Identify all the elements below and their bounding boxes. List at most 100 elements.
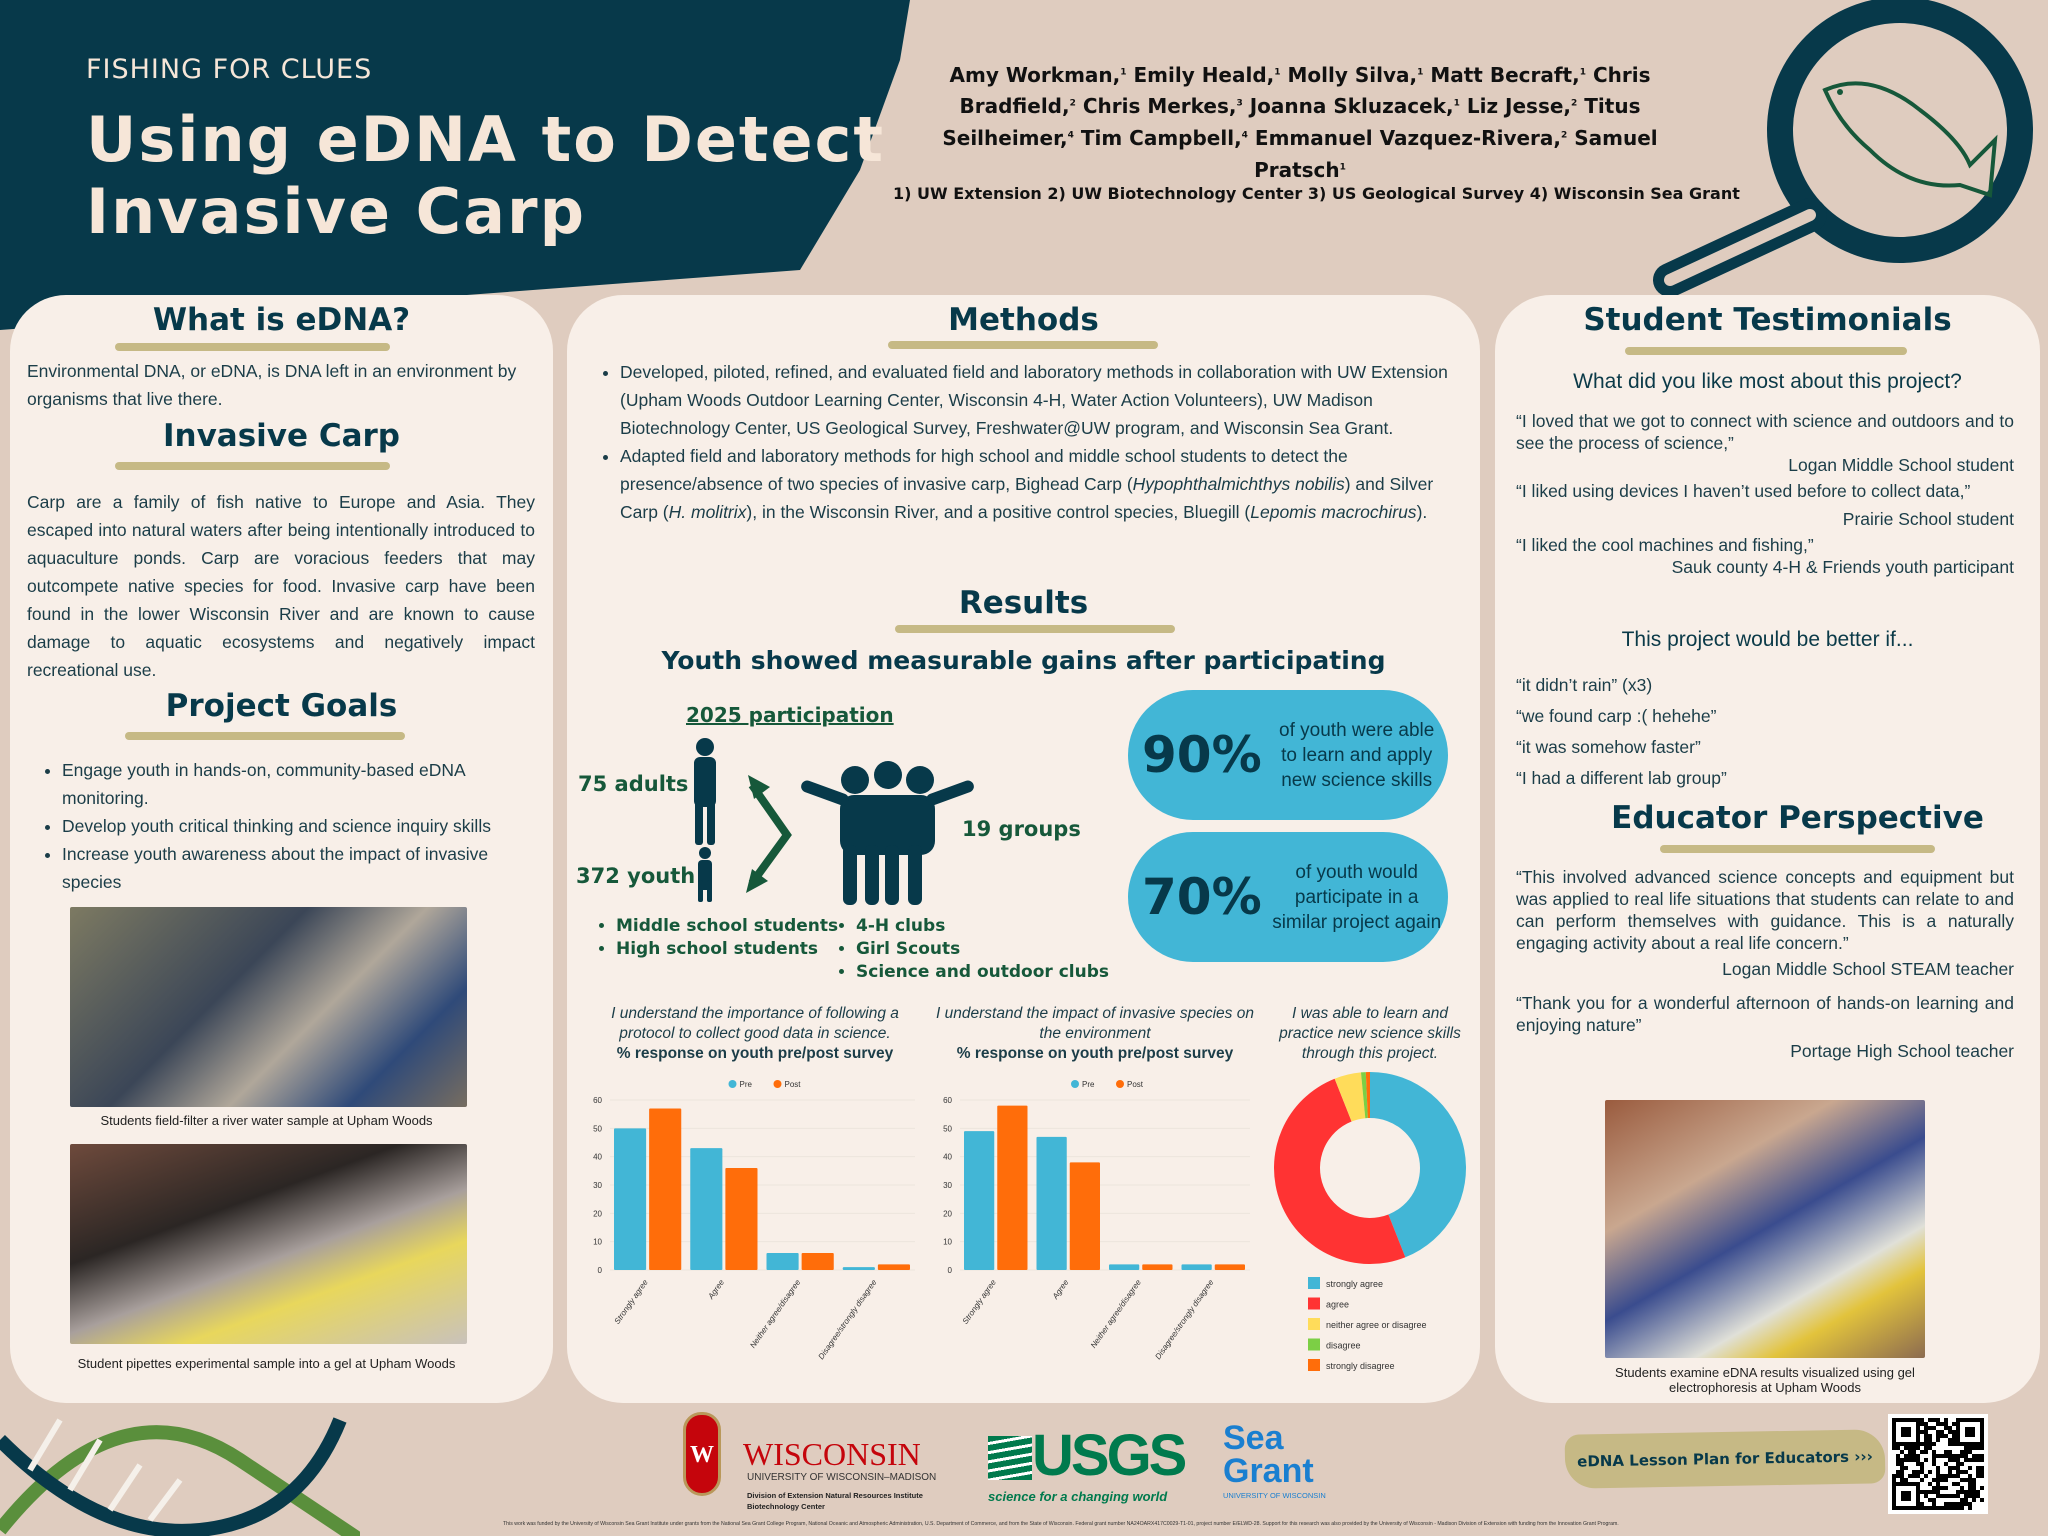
qr-module [1952, 1482, 1956, 1486]
legend-label: disagree [1326, 1341, 1361, 1351]
qr-module [1980, 1454, 1984, 1458]
qr-module [1960, 1506, 1964, 1510]
qr-module [1900, 1462, 1904, 1466]
qr-module [1900, 1458, 1904, 1462]
section-heading-results: Results [958, 585, 1089, 621]
qr-module [1904, 1454, 1908, 1458]
donut-slice [1274, 1078, 1406, 1264]
qr-module [1928, 1446, 1932, 1450]
uw-sub: UNIVERSITY OF WISCONSIN–MADISON [747, 1472, 937, 1483]
photo-caption: Student pipettes experimental sample int… [77, 1356, 456, 1371]
qr-module [1948, 1438, 1952, 1442]
y-tick-label: 60 [593, 1096, 602, 1105]
qr-module [1908, 1458, 1912, 1462]
goal-item: Engage youth in hands-on, community-base… [62, 756, 520, 812]
qr-module [1948, 1454, 1952, 1458]
chart3-title: I was able to learn and practice new sci… [1279, 1005, 1461, 1062]
qr-module [1952, 1506, 1956, 1510]
qr-module [1956, 1454, 1960, 1458]
groups-count: 19 groups [962, 817, 1081, 841]
qr-module [1936, 1506, 1940, 1510]
qr-module [1896, 1462, 1900, 1466]
qr-module [1972, 1478, 1976, 1482]
donut-chart-skills: strongly agree agree neither agree or disa… [1274, 1072, 1466, 1371]
qr-module [1972, 1454, 1976, 1458]
qr-module [1948, 1450, 1952, 1454]
usgs-wordmark: USGS [1032, 1423, 1187, 1488]
chart-subtitle: % response on youth pre/post survey [616, 1045, 894, 1062]
qr-module [1936, 1418, 1940, 1422]
heading-underline [1660, 845, 1935, 853]
y-tick-label: 10 [943, 1238, 952, 1247]
qr-module [1920, 1450, 1924, 1454]
qr-module [1976, 1490, 1980, 1494]
qr-module [1932, 1478, 1936, 1482]
qr-module [1960, 1470, 1964, 1474]
y-tick-label: 0 [948, 1266, 953, 1275]
stat-card-70: 70% of youth would participate in a simil… [1128, 832, 1448, 962]
x-tick-label: Agree [1050, 1278, 1071, 1302]
qr-module [1920, 1502, 1924, 1506]
qr-module [1964, 1498, 1968, 1502]
qr-module [1936, 1430, 1940, 1434]
youth-types: Middle school studentsHigh school studen… [600, 915, 838, 961]
lesson-plan-link[interactable]: eDNA Lesson Plan for Educators ››› [1564, 1429, 1886, 1489]
qr-module [1892, 1446, 1896, 1450]
better-item: “it didn’t rain” (x3) [1516, 675, 1653, 695]
group-types: 4-H clubsGirl ScoutsScience and outdoor … [840, 915, 1109, 984]
qr-module [1932, 1418, 1936, 1422]
qr-module [1956, 1470, 1960, 1474]
qr-module [1936, 1422, 1940, 1426]
qr-module [1972, 1490, 1976, 1494]
bar-pre [614, 1128, 647, 1270]
group-type: Girl Scouts [856, 938, 1109, 961]
qr-module [1972, 1498, 1976, 1502]
qr-module [1944, 1454, 1948, 1458]
y-tick-label: 50 [943, 1124, 952, 1133]
donut-slice [1360, 1072, 1368, 1119]
qr-module [1960, 1462, 1964, 1466]
bar-pre [1036, 1136, 1067, 1270]
kicker: FISHING FOR CLUES [86, 54, 373, 85]
qr-module [1948, 1458, 1952, 1462]
author: Matt Becraft,1 [1430, 62, 1586, 87]
qr-module [1932, 1486, 1936, 1490]
group-type: 4-H clubs [856, 915, 1109, 938]
qr-module [1976, 1458, 1980, 1462]
stat-card-90: 90% of youth were able to learn and apply… [1128, 690, 1448, 820]
qr-module [1940, 1478, 1944, 1482]
author: Emmanuel Vazquez-Rivera,2 [1254, 125, 1568, 150]
qr-module [1904, 1446, 1908, 1450]
qr-module [1976, 1470, 1980, 1474]
testimonials-list: “I loved that we got to connect with sci… [1516, 410, 2014, 578]
heading-underline [115, 462, 390, 470]
carp-text: Carp are a family of fish native to Euro… [27, 492, 535, 680]
qr-code-icon[interactable] [1888, 1414, 1988, 1514]
testimonial-quote: “I loved that we got to connect with sci… [1516, 411, 2014, 453]
qr-module [1900, 1450, 1904, 1454]
qr-module [1932, 1450, 1936, 1454]
stat-percent: 90% [1142, 726, 1262, 784]
qr-finder [1892, 1418, 1920, 1446]
heading-underline [1625, 347, 1907, 355]
testimonial-author: Sauk county 4-H & Friends youth particip… [1671, 557, 2014, 577]
qr-module [1920, 1418, 1924, 1422]
qr-module [1900, 1470, 1904, 1474]
qr-module [1972, 1446, 1976, 1450]
qr-module [1972, 1482, 1976, 1486]
qr-module [1980, 1458, 1984, 1462]
qr-module [1960, 1450, 1964, 1454]
qr-module [1908, 1454, 1912, 1458]
method-item: Adapted field and laboratory methods for… [620, 442, 1448, 526]
qr-module [1944, 1486, 1948, 1490]
question-like-most: What did you like most about this projec… [1573, 370, 1962, 393]
qr-module [1900, 1466, 1904, 1470]
qr-module [1940, 1454, 1944, 1458]
qr-module [1924, 1438, 1928, 1442]
qr-module [1920, 1490, 1924, 1494]
qr-module [1952, 1454, 1956, 1458]
qr-module [1972, 1458, 1976, 1462]
qr-module [1944, 1422, 1948, 1426]
qr-module [1928, 1438, 1932, 1442]
dna-helix-icon [0, 1417, 360, 1536]
